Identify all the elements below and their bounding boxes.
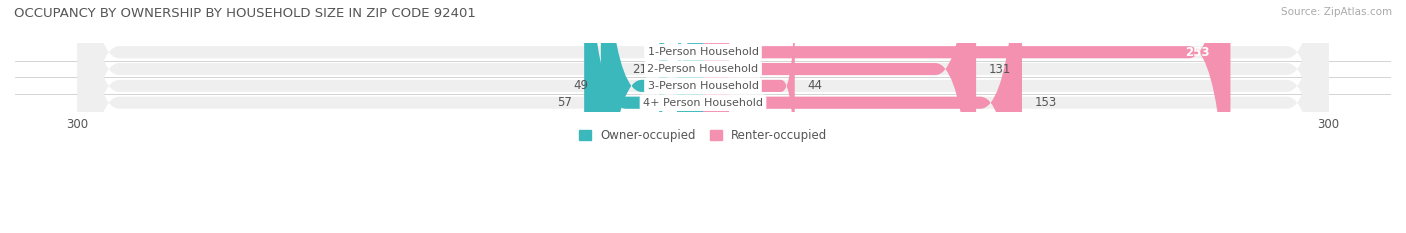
FancyBboxPatch shape xyxy=(77,0,1329,233)
Text: 21: 21 xyxy=(631,62,647,75)
FancyBboxPatch shape xyxy=(703,0,794,191)
Text: 131: 131 xyxy=(988,62,1011,75)
Text: 2-Person Household: 2-Person Household xyxy=(647,64,759,74)
FancyBboxPatch shape xyxy=(659,0,703,204)
FancyBboxPatch shape xyxy=(583,0,703,233)
FancyBboxPatch shape xyxy=(77,0,1329,233)
FancyBboxPatch shape xyxy=(77,0,1329,233)
Text: 3-Person Household: 3-Person Household xyxy=(648,81,758,91)
Text: 44: 44 xyxy=(807,79,823,92)
FancyBboxPatch shape xyxy=(600,0,703,233)
Text: 12: 12 xyxy=(651,46,665,59)
Text: 57: 57 xyxy=(557,96,572,109)
Legend: Owner-occupied, Renter-occupied: Owner-occupied, Renter-occupied xyxy=(579,129,827,142)
Text: Source: ZipAtlas.com: Source: ZipAtlas.com xyxy=(1281,7,1392,17)
Text: 49: 49 xyxy=(574,79,588,92)
Text: 253: 253 xyxy=(1185,46,1209,59)
FancyBboxPatch shape xyxy=(703,0,1022,233)
FancyBboxPatch shape xyxy=(703,0,1230,233)
FancyBboxPatch shape xyxy=(703,0,976,233)
Text: 153: 153 xyxy=(1035,96,1057,109)
FancyBboxPatch shape xyxy=(77,0,1329,233)
Text: 1-Person Household: 1-Person Household xyxy=(648,47,758,57)
FancyBboxPatch shape xyxy=(678,0,703,127)
Text: 4+ Person Household: 4+ Person Household xyxy=(643,98,763,108)
Text: OCCUPANCY BY OWNERSHIP BY HOUSEHOLD SIZE IN ZIP CODE 92401: OCCUPANCY BY OWNERSHIP BY HOUSEHOLD SIZE… xyxy=(14,7,477,20)
